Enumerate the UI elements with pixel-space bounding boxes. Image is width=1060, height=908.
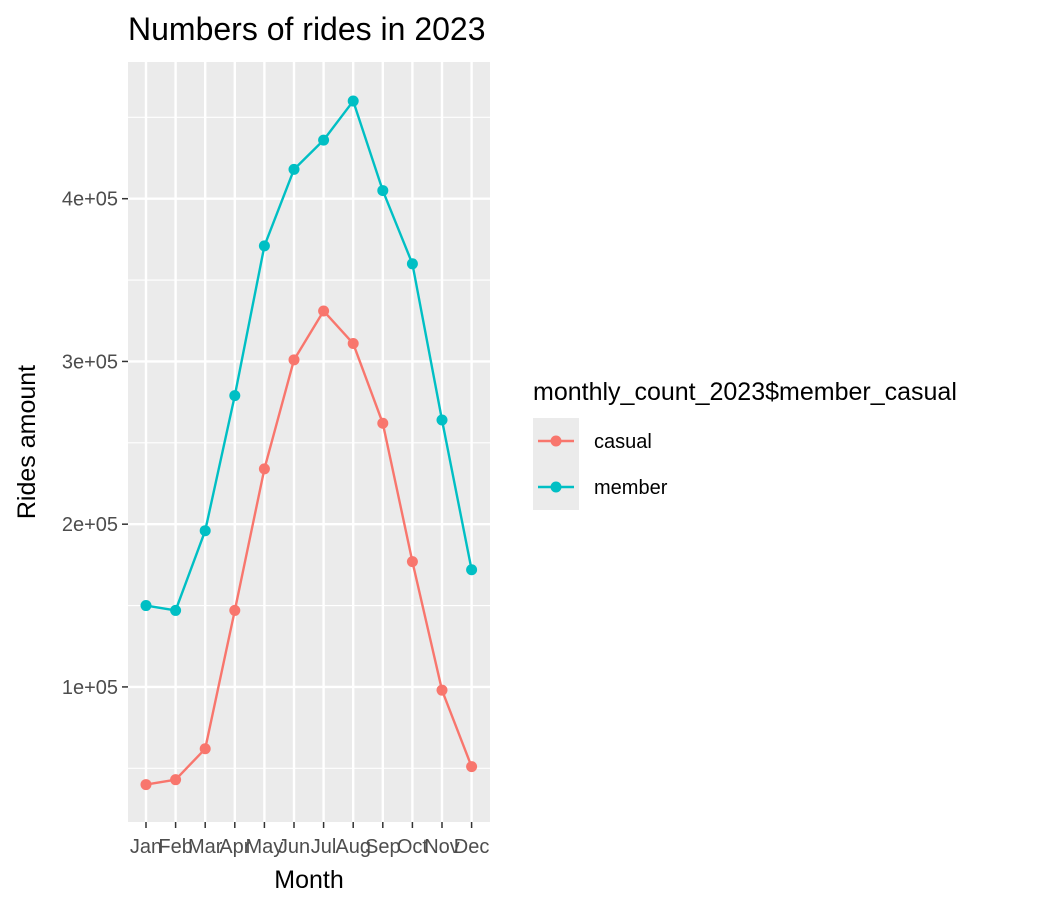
data-point-member-apr — [229, 390, 241, 402]
data-point-casual-jan — [140, 779, 152, 791]
x-tick-label-sep: Sep — [365, 836, 401, 858]
x-tick-label-jun: Jun — [278, 836, 310, 858]
plot-panel — [128, 62, 490, 822]
x-tick-label-jul: Jul — [311, 836, 337, 858]
data-point-member-feb — [170, 604, 182, 616]
legend-key-point — [550, 435, 562, 447]
x-tick-label-oct: Oct — [397, 836, 429, 858]
x-tick-label-nov: Nov — [424, 836, 460, 858]
x-tick-label-may: May — [246, 836, 284, 858]
x-tick-label-feb: Feb — [158, 836, 192, 858]
x-axis-title: Month — [274, 866, 343, 894]
y-tick-label: 4e+05 — [62, 189, 118, 211]
x-tick-label-dec: Dec — [454, 836, 490, 858]
data-point-casual-sep — [377, 417, 389, 429]
data-point-casual-aug — [347, 338, 359, 350]
data-point-member-sep — [377, 185, 389, 197]
data-point-member-jan — [140, 600, 152, 612]
data-point-member-oct — [406, 258, 418, 270]
data-point-casual-feb — [170, 774, 182, 786]
series-line-casual — [145, 309, 473, 786]
data-point-casual-mar — [199, 743, 211, 755]
legend-label-casual: casual — [594, 431, 652, 453]
data-point-casual-nov — [436, 684, 448, 696]
series-layer — [140, 95, 478, 791]
legend-key-point — [550, 481, 562, 493]
data-point-casual-jun — [288, 354, 300, 366]
data-point-casual-jul — [318, 305, 330, 317]
x-tick-label-jan: Jan — [130, 836, 162, 858]
y-axis: 1e+05 2e+05 3e+05 4e+05 — [62, 189, 128, 699]
data-point-casual-dec — [466, 761, 478, 773]
series-casual — [140, 305, 478, 791]
data-point-member-jun — [288, 163, 300, 175]
y-axis-title: Rides amount — [13, 365, 41, 519]
data-point-member-mar — [199, 525, 211, 537]
data-point-casual-oct — [406, 556, 418, 568]
data-point-member-may — [258, 240, 270, 252]
x-tick-label-mar: Mar — [188, 836, 223, 858]
data-point-member-dec — [466, 564, 478, 576]
data-point-casual-may — [258, 463, 270, 475]
y-tick-label: 1e+05 — [62, 677, 118, 699]
chart-title: Numbers of rides in 2023 — [128, 11, 486, 47]
series-line-member — [145, 99, 473, 612]
data-point-member-aug — [347, 95, 359, 107]
grid-lines — [128, 62, 490, 822]
legend-item-casual: casual — [538, 431, 652, 453]
x-tick-label-aug: Aug — [335, 836, 371, 858]
y-tick-label: 3e+05 — [62, 351, 118, 373]
legend-label-member: member — [594, 477, 668, 499]
data-point-member-jul — [318, 134, 330, 146]
x-tick-label-apr: Apr — [219, 836, 250, 858]
data-point-member-nov — [436, 414, 448, 426]
legend-item-member: member — [538, 477, 668, 499]
legend-key-background — [533, 418, 579, 510]
legend: monthly_count_2023$member_casual casual m… — [533, 378, 957, 510]
series-member — [140, 95, 478, 616]
data-point-casual-apr — [229, 604, 241, 616]
y-tick-label: 2e+05 — [62, 514, 118, 536]
legend-title: monthly_count_2023$member_casual — [533, 378, 957, 406]
